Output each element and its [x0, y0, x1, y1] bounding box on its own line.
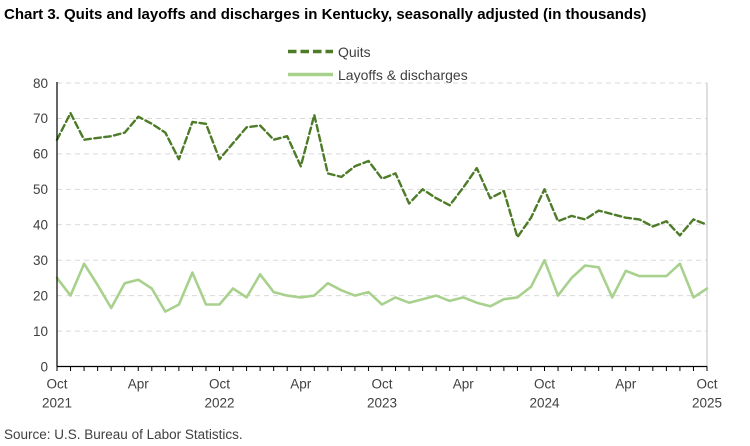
x-tick-year-label: 2023 [367, 396, 397, 411]
y-tick-label: 10 [33, 324, 48, 339]
y-tick-label: 30 [33, 253, 48, 268]
y-tick-label: 50 [33, 182, 48, 197]
x-tick-label: Oct [696, 377, 717, 392]
x-tick-label: Apr [453, 377, 475, 392]
x-tick-year-label: 2022 [204, 396, 234, 411]
y-tick-label: 60 [33, 147, 48, 162]
x-tick-label: Apr [615, 377, 637, 392]
x-tick-label: Oct [371, 377, 392, 392]
legend-label-quits: Quits [338, 43, 371, 60]
source-note: Source: U.S. Bureau of Labor Statistics. [4, 427, 243, 442]
x-tick-label: Apr [290, 377, 312, 392]
x-tick-label: Oct [534, 377, 555, 392]
quits-series-line [55, 111, 709, 239]
legend-item-quits: Quits [287, 40, 468, 63]
layoffs-line-swatch-icon [288, 72, 333, 77]
y-tick-label: 0 [40, 359, 48, 374]
y-tick-label: 20 [33, 288, 48, 303]
legend: Quits Layoffs & discharges [287, 40, 468, 86]
y-tick-label: 80 [33, 76, 48, 91]
x-tick-label: Oct [209, 377, 230, 392]
y-tick-label: 40 [33, 218, 48, 233]
layoffs-series-line [55, 258, 709, 313]
legend-label-layoffs: Layoffs & discharges [338, 66, 468, 83]
legend-item-layoffs: Layoffs & discharges [287, 63, 468, 86]
quits-line-swatch-icon [288, 49, 333, 54]
y-tick-label: 70 [33, 111, 48, 126]
chart-title: Chart 3. Quits and layoffs and discharge… [4, 6, 647, 23]
x-tick-year-label: 2025 [692, 396, 722, 411]
x-tick-label: Oct [46, 377, 67, 392]
x-tick-label: Apr [128, 377, 150, 392]
x-tick-year-label: 2021 [42, 396, 72, 411]
x-tick-year-label: 2024 [529, 396, 560, 411]
